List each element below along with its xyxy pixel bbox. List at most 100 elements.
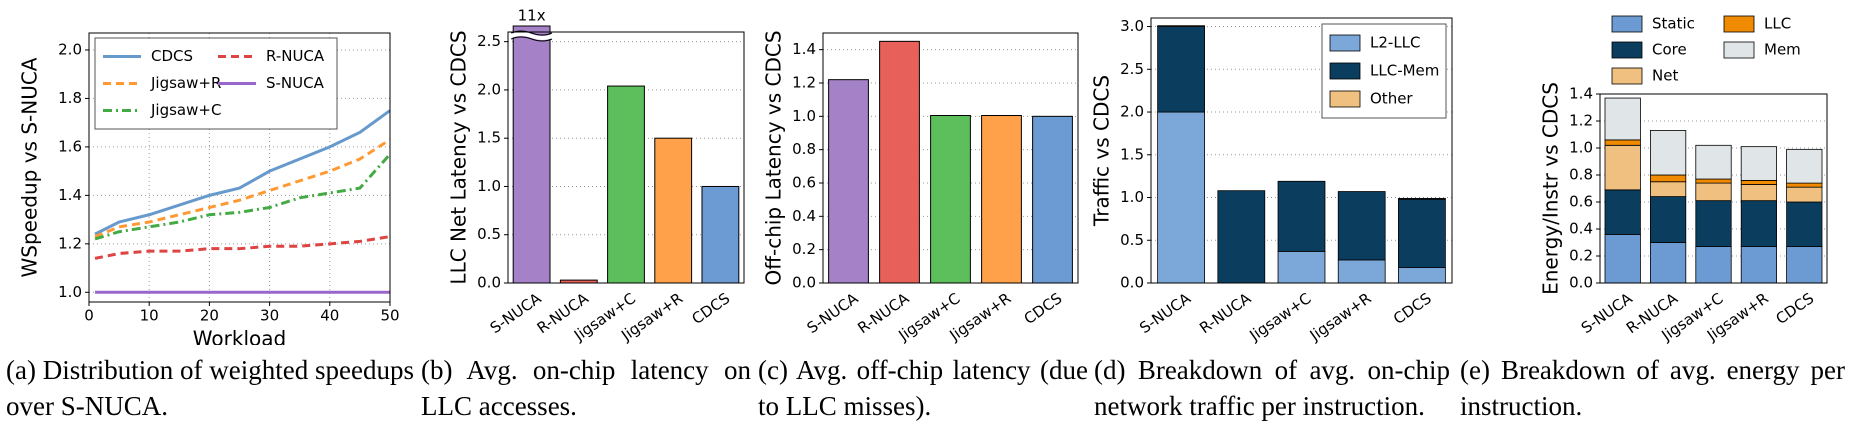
plot-frame	[822, 32, 1079, 284]
bar	[981, 115, 1022, 284]
y-tick-label: 0.8	[1569, 166, 1593, 184]
y-tick-label: 1.0	[477, 177, 501, 195]
bar-segment	[1695, 182, 1732, 202]
y-axis-label: Energy/Instr vs CDCS	[1539, 82, 1563, 295]
bar-segment	[1604, 139, 1641, 146]
x-tick-label: CDCS	[1021, 289, 1066, 328]
plot-frame	[88, 32, 391, 303]
bar-segment	[1217, 190, 1266, 284]
plot-frame	[507, 31, 745, 284]
y-axis-label: LLC Net Latency vs CDCS	[447, 30, 471, 284]
x-tick-label: Jigsaw+R	[1306, 289, 1375, 345]
y-tick-label: 2.5	[477, 32, 501, 50]
bar-segment	[1337, 259, 1386, 284]
caption: (d) Breakdown of avg. on-chip network tr…	[1094, 355, 1450, 421]
line	[94, 138, 391, 238]
bar-segment	[1398, 198, 1446, 269]
x-tick-label: S-NUCA	[487, 289, 545, 337]
y-tick-label: 1.4	[58, 186, 82, 204]
y-tick-label: 1.4	[1569, 85, 1593, 103]
y-axis-label: Traffic vs CDCS	[1090, 75, 1114, 227]
line	[94, 153, 392, 241]
y-tick-label: 2.0	[477, 80, 501, 98]
bar-segment	[1786, 186, 1823, 203]
x-tick-label: 50	[380, 307, 399, 325]
legend-swatch	[1329, 62, 1361, 80]
y-tick-label: 1.2	[58, 234, 82, 252]
bar-segment	[1740, 184, 1778, 202]
bar-segment	[1604, 233, 1641, 284]
y-tick-label: 1.5	[477, 129, 501, 147]
bar-segment	[1604, 189, 1641, 235]
x-tick-label: Jigsaw+C	[1246, 289, 1315, 345]
bar-segment	[1157, 25, 1205, 27]
value-label: 11x	[518, 7, 546, 25]
axis-break	[510, 32, 553, 40]
y-axis-label: Off-chip Latency vs CDCS	[762, 30, 786, 285]
legend-swatch	[1723, 15, 1755, 33]
y-tick-label: 0.2	[1569, 247, 1593, 265]
legend-swatch	[1611, 67, 1643, 85]
bar-segment	[1695, 144, 1732, 180]
plot-frame	[1150, 17, 1453, 284]
bar	[1032, 115, 1073, 284]
bar-segment	[1604, 97, 1641, 141]
bar-segment	[1398, 197, 1446, 200]
bar-segment	[1649, 242, 1687, 284]
y-tick-label: 0.0	[1120, 274, 1144, 292]
bar-segment	[1695, 178, 1732, 184]
bar-segment	[1604, 144, 1641, 191]
x-tick-label: CDCS	[1390, 289, 1435, 328]
y-tick-label: 2.0	[58, 40, 82, 58]
x-tick-label: 40	[320, 307, 339, 325]
y-tick-label: 0.0	[477, 274, 501, 292]
x-axis-label: Workload	[193, 327, 286, 346]
bar	[512, 25, 551, 284]
bar-segment	[1695, 246, 1732, 284]
legend-label: Jigsaw+C	[150, 101, 221, 119]
bar-segment	[1398, 267, 1446, 284]
y-tick-label: 3.0	[1120, 17, 1144, 35]
bar-segment	[1157, 26, 1205, 113]
legend-label: Core	[1652, 41, 1687, 59]
y-tick-label: 0.0	[1569, 274, 1593, 292]
bar-segment	[1277, 180, 1326, 252]
bar-segment	[1157, 111, 1205, 284]
y-tick-label: 1.8	[58, 89, 82, 107]
bar-segment	[1740, 146, 1778, 181]
legend-swatch	[1611, 15, 1643, 33]
y-tick-label: 1.0	[1569, 139, 1593, 157]
caption: (b) Avg. on-chip latency on LLC accesses…	[421, 355, 751, 421]
bar-segment	[1740, 179, 1778, 185]
plot-frame	[1599, 93, 1828, 284]
line	[94, 235, 391, 260]
bar-segment	[1337, 191, 1386, 261]
bar-segment	[1649, 196, 1687, 243]
axis-break	[510, 30, 553, 42]
legend-swatch	[1611, 41, 1643, 59]
bar	[879, 40, 920, 284]
y-tick-label: 0.5	[1120, 231, 1144, 249]
y-tick-label: 1.0	[58, 283, 82, 301]
line	[94, 109, 391, 236]
y-axis-label: WSpeedup vs S-NUCA	[18, 57, 42, 277]
y-tick-label: 1.4	[792, 40, 816, 58]
y-tick-label: 0.0	[792, 274, 816, 292]
legend-swatch	[1329, 90, 1361, 108]
bar-segment	[1740, 200, 1778, 247]
caption: (c) Avg. off-chip latency (due to LLC mi…	[758, 355, 1088, 421]
legend-label: Other	[1370, 90, 1413, 108]
y-tick-label: 1.2	[1569, 112, 1593, 130]
y-tick-label: 1.0	[1120, 188, 1144, 206]
bar-segment	[1277, 250, 1326, 284]
bar-segment	[1740, 246, 1778, 284]
legend-label: LLC	[1764, 15, 1791, 33]
bar-segment	[1649, 174, 1687, 183]
y-tick-label: 1.0	[792, 107, 816, 125]
y-tick-label: 1.2	[792, 74, 816, 92]
bar	[930, 115, 971, 284]
y-tick-label: 0.6	[792, 174, 816, 192]
y-tick-label: 2.0	[1120, 103, 1144, 121]
bar-segment	[1649, 181, 1687, 197]
